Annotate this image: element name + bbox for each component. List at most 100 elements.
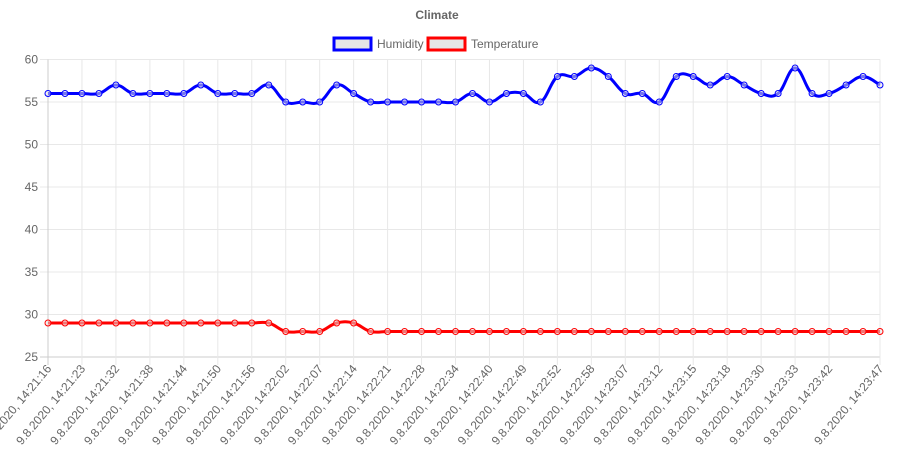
temperature-point[interactable] (367, 328, 375, 335)
humidity-point[interactable] (401, 98, 409, 106)
temperature-point[interactable] (587, 328, 595, 335)
temperature-point[interactable] (740, 328, 748, 335)
temperature-point[interactable] (265, 319, 273, 327)
humidity-point[interactable] (452, 98, 460, 106)
humidity-point[interactable] (248, 90, 256, 97)
humidity-point[interactable] (61, 90, 69, 97)
temperature-point[interactable] (401, 328, 409, 335)
humidity-point[interactable] (78, 90, 86, 97)
humidity-point[interactable] (808, 90, 816, 97)
humidity-point[interactable] (282, 98, 290, 106)
temperature-point[interactable] (452, 328, 460, 335)
temperature-point[interactable] (350, 319, 358, 327)
humidity-point[interactable] (604, 73, 612, 80)
humidity-point[interactable] (333, 81, 341, 89)
temperature-point[interactable] (723, 328, 731, 335)
temperature-point[interactable] (808, 328, 816, 335)
humidity-point[interactable] (706, 81, 714, 89)
humidity-point[interactable] (95, 90, 103, 97)
temperature-point[interactable] (61, 319, 69, 327)
humidity-point[interactable] (468, 90, 476, 97)
temperature-point[interactable] (435, 328, 443, 335)
temperature-point[interactable] (197, 319, 205, 327)
temperature-point[interactable] (757, 328, 765, 335)
humidity-point[interactable] (265, 81, 273, 89)
temperature-point[interactable] (468, 328, 476, 335)
temperature-point[interactable] (180, 319, 188, 327)
legend-item-humidity[interactable]: Humidity (332, 36, 424, 52)
humidity-point[interactable] (791, 64, 799, 72)
temperature-point[interactable] (316, 328, 324, 335)
humidity-point[interactable] (723, 73, 731, 80)
humidity-point[interactable] (112, 81, 120, 89)
humidity-point[interactable] (621, 90, 629, 97)
humidity-point[interactable] (774, 90, 782, 97)
temperature-point[interactable] (842, 328, 850, 335)
humidity-point[interactable] (316, 98, 324, 106)
temperature-point[interactable] (774, 328, 782, 335)
humidity-point[interactable] (367, 98, 375, 106)
temperature-point[interactable] (418, 328, 426, 335)
temperature-point[interactable] (299, 328, 307, 335)
humidity-point[interactable] (418, 98, 426, 106)
humidity-point[interactable] (350, 90, 358, 97)
humidity-point[interactable] (536, 98, 544, 106)
humidity-point[interactable] (740, 81, 748, 89)
temperature-point[interactable] (44, 319, 52, 327)
temperature-point[interactable] (282, 328, 290, 335)
humidity-point[interactable] (180, 90, 188, 97)
temperature-point[interactable] (384, 328, 392, 335)
temperature-point[interactable] (485, 328, 493, 335)
temperature-point[interactable] (638, 328, 646, 335)
temperature-point[interactable] (146, 319, 154, 327)
humidity-point[interactable] (163, 90, 171, 97)
humidity-point[interactable] (825, 90, 833, 97)
temperature-point[interactable] (604, 328, 612, 335)
temperature-point[interactable] (621, 328, 629, 335)
humidity-point[interactable] (129, 90, 137, 97)
humidity-point[interactable] (689, 73, 697, 80)
humidity-point[interactable] (876, 81, 884, 89)
humidity-point[interactable] (553, 73, 561, 80)
humidity-point[interactable] (519, 90, 527, 97)
temperature-point[interactable] (214, 319, 222, 327)
humidity-point[interactable] (299, 98, 307, 106)
temperature-point[interactable] (95, 319, 103, 327)
temperature-point[interactable] (536, 328, 544, 335)
humidity-point[interactable] (197, 81, 205, 89)
humidity-point[interactable] (44, 90, 52, 97)
humidity-point[interactable] (859, 73, 867, 80)
temperature-point[interactable] (519, 328, 527, 335)
humidity-point[interactable] (502, 90, 510, 97)
temperature-point[interactable] (553, 328, 561, 335)
humidity-point[interactable] (842, 81, 850, 89)
temperature-point[interactable] (672, 328, 680, 335)
temperature-point[interactable] (859, 328, 867, 335)
temperature-point[interactable] (333, 319, 341, 327)
humidity-point[interactable] (638, 90, 646, 97)
humidity-point[interactable] (655, 98, 663, 106)
legend-item-temperature[interactable]: Temperature (426, 36, 539, 52)
temperature-point[interactable] (570, 328, 578, 335)
temperature-point[interactable] (78, 319, 86, 327)
temperature-point[interactable] (163, 319, 171, 327)
humidity-point[interactable] (672, 73, 680, 80)
humidity-point[interactable] (384, 98, 392, 106)
temperature-point[interactable] (112, 319, 120, 327)
temperature-point[interactable] (655, 328, 663, 335)
temperature-point[interactable] (129, 319, 137, 327)
humidity-point[interactable] (485, 98, 493, 106)
temperature-point[interactable] (825, 328, 833, 335)
temperature-point[interactable] (231, 319, 239, 327)
legend[interactable]: Humidity Temperature (332, 36, 539, 52)
humidity-point[interactable] (214, 90, 222, 97)
temperature-point[interactable] (248, 319, 256, 327)
temperature-point[interactable] (876, 328, 884, 335)
humidity-point[interactable] (570, 73, 578, 80)
humidity-point[interactable] (435, 98, 443, 106)
humidity-point[interactable] (587, 64, 595, 72)
humidity-point[interactable] (146, 90, 154, 97)
temperature-point[interactable] (791, 328, 799, 335)
humidity-point[interactable] (757, 90, 765, 97)
temperature-point[interactable] (502, 328, 510, 335)
